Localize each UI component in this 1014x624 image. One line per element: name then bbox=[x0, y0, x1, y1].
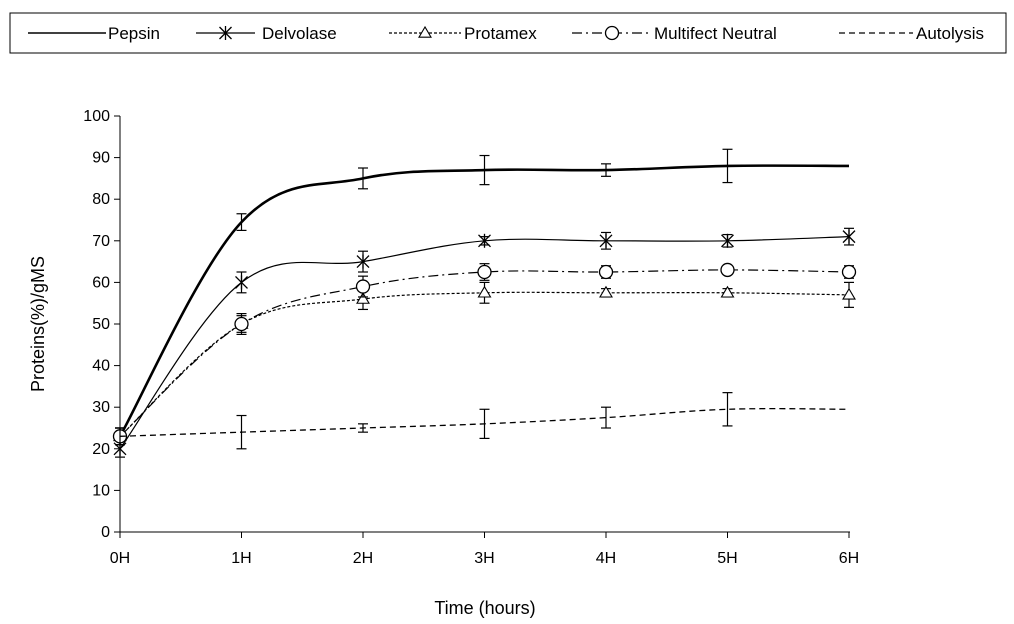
y-tick-label: 0 bbox=[101, 524, 110, 541]
y-tick-label: 20 bbox=[92, 441, 110, 458]
series-protamex-marker bbox=[599, 285, 613, 298]
series-protamex-marker bbox=[477, 285, 492, 298]
series-layer bbox=[112, 148, 857, 458]
legend-item-delvolase: Delvolase bbox=[196, 24, 337, 43]
legend-item-delvolase-label: Delvolase bbox=[262, 24, 337, 43]
y-tick-label: 30 bbox=[92, 399, 110, 416]
legend-item-pepsin: Pepsin bbox=[28, 24, 160, 43]
series-multifect-neutral-marker bbox=[477, 264, 492, 280]
y-tick-label: 70 bbox=[92, 233, 110, 250]
y-tick-label: 90 bbox=[92, 150, 110, 167]
legend-item-autolysis-label: Autolysis bbox=[916, 24, 984, 43]
x-tick-label: 4H bbox=[596, 550, 616, 567]
legend-item-multifect-neutral: Multifect Neutral bbox=[572, 24, 777, 43]
legend-item-multifect-neutral-label: Multifect Neutral bbox=[654, 24, 777, 43]
y-tick-label: 60 bbox=[92, 274, 110, 291]
x-tick-label: 3H bbox=[474, 550, 494, 567]
series-multifect-neutral-marker bbox=[355, 279, 371, 294]
y-tick-label: 40 bbox=[92, 358, 110, 375]
x-tick-label: 5H bbox=[717, 550, 737, 567]
y-axis-title: Proteins(%)/gMS bbox=[28, 256, 48, 392]
legend-item-autolysis: Autolysis bbox=[839, 24, 984, 43]
x-tick-label: 0H bbox=[110, 550, 130, 567]
x-tick-label: 2H bbox=[353, 550, 373, 567]
series-protamex-marker bbox=[356, 291, 370, 304]
series-protamex-marker bbox=[720, 285, 735, 298]
legend-item-multifect-neutral-marker bbox=[604, 25, 620, 41]
y-tick-label: 10 bbox=[92, 482, 110, 499]
legend-item-protamex: Protamex bbox=[389, 24, 537, 43]
axes: 0 10 20 30 40 50 60 70 80 90 100 0H 1H 2H 3H 4H 5H 6H bbox=[83, 108, 859, 567]
x-axis-title: Time (hours) bbox=[434, 598, 535, 618]
series-protamex-marker bbox=[842, 287, 856, 300]
series-multifect-neutral-marker bbox=[841, 264, 857, 280]
legend-item-protamex-marker bbox=[418, 25, 432, 38]
x-tick-label: 6H bbox=[839, 550, 859, 567]
legend-item-protamex-label: Protamex bbox=[464, 24, 537, 43]
series-multifect-neutral-marker bbox=[598, 264, 614, 280]
series-delvolase bbox=[113, 227, 856, 458]
series-multifect-neutral-marker bbox=[720, 262, 735, 278]
series-multifect-neutral-marker bbox=[234, 316, 249, 332]
series-autolysis bbox=[115, 392, 850, 450]
x-tick-label: 1H bbox=[231, 550, 251, 567]
chart-legend: Pepsin Delvolase Protamex Multifect Neutral… bbox=[9, 12, 1007, 54]
y-tick-label: 100 bbox=[83, 108, 110, 125]
legend-item-pepsin-label: Pepsin bbox=[108, 24, 160, 43]
y-tick-label: 80 bbox=[92, 191, 110, 208]
y-tick-label: 50 bbox=[92, 316, 110, 333]
